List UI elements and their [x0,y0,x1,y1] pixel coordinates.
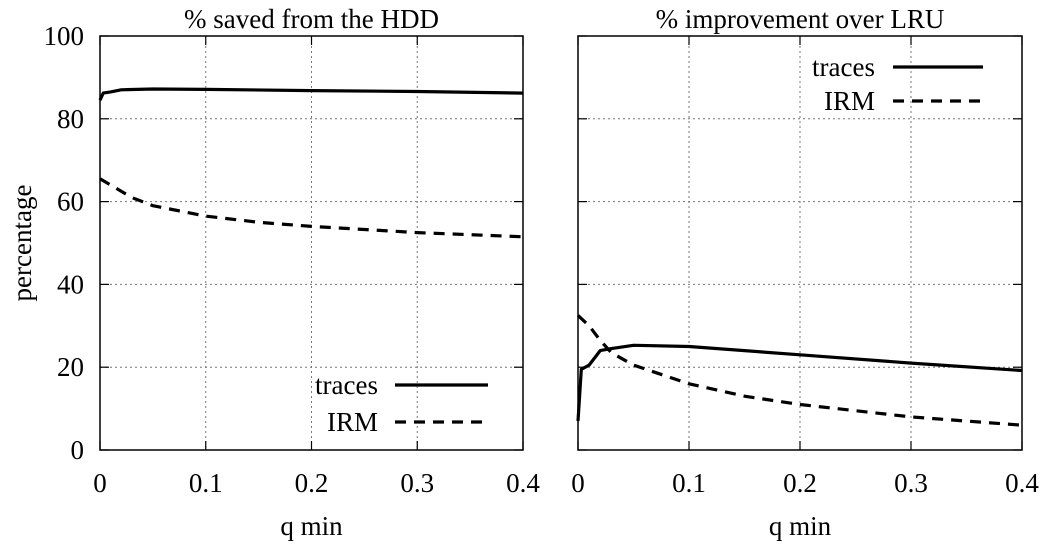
x-tick-label: 0.1 [672,468,706,498]
series-line-traces [576,343,1023,422]
x-tick-label: 0 [571,468,585,498]
y-tick-label: 20 [57,352,84,382]
legend-label: IRM [824,86,875,116]
chart-title: % saved from the HDD [184,4,439,34]
x-tick-label: 0.3 [894,468,928,498]
chart-panel-2: 0 0.1 0.2 0.3 0.4 traces IRM % improvement over… [571,4,1039,541]
legend-label: traces [315,370,378,400]
y-tick-label: 60 [57,187,84,217]
x-tick-label: 0.1 [189,468,223,498]
x-tick-label: 0.4 [1005,468,1039,498]
legend-label: IRM [327,407,378,437]
y-tick-label: 40 [57,269,84,299]
x-tick-label: 0.2 [783,468,817,498]
chart-title: % improvement over LRU [656,4,945,34]
series-line-irm [99,177,524,239]
x-tick-label: 0.4 [506,468,540,498]
x-tick-label: 0.3 [400,468,434,498]
y-tick-label: 100 [44,21,85,51]
plot-frame [99,35,524,451]
x-tick-label: 0.2 [295,468,329,498]
chart-panel-1: 0 0.1 0.2 0.3 0.4 0 20 40 60 80 100 traces IRM % save… [7,4,540,541]
legend-label: traces [812,52,875,82]
x-axis-label: q min [769,511,832,541]
series-line-traces [98,87,524,101]
y-axis-label: percentage [7,185,37,302]
plot-frame [577,35,1023,451]
y-tick-label: 0 [71,435,85,465]
y-tick-label: 80 [57,104,84,134]
x-tick-label: 0 [93,468,107,498]
series-line-irm [576,314,1023,427]
x-axis-label: q min [280,511,343,541]
